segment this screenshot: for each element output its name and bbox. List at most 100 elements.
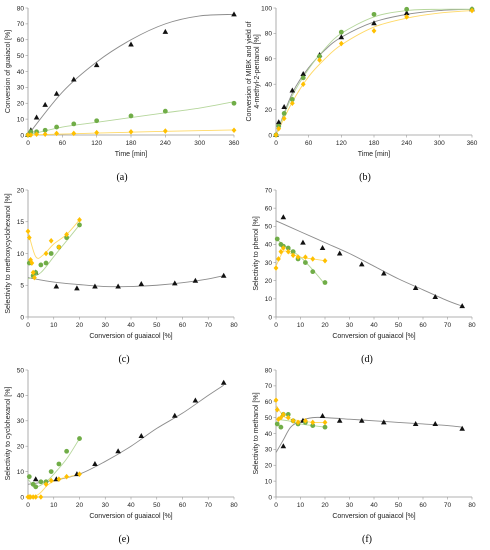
- data-point-diamond: [273, 132, 279, 138]
- data-point-diamond: [162, 128, 168, 134]
- y-tick-label: 10: [265, 478, 273, 485]
- x-tick-label: 80: [230, 322, 238, 329]
- chart-panel: 0 60 120 180 240 300 360 0 10 20 30 40 50 60 70 80 Time …: [5, 5, 240, 183]
- y-tick-label: 30: [17, 418, 25, 425]
- y-tick-label: 0: [268, 314, 272, 321]
- data-point-diamond: [289, 100, 295, 107]
- data-point-diamond: [43, 481, 49, 488]
- x-tick-label: 80: [468, 502, 476, 509]
- data-point-circle: [48, 251, 54, 256]
- data-point-circle: [48, 469, 54, 474]
- data-point-triangle: [412, 284, 419, 290]
- y-tick-label: 70: [17, 21, 25, 28]
- data-point-diamond: [280, 245, 286, 251]
- x-tick-label: 180: [369, 140, 380, 147]
- data-point-triangle: [300, 239, 306, 245]
- panel-label: (b): [359, 172, 371, 183]
- data-point-diamond: [371, 28, 377, 34]
- y-tick-label: 20: [265, 463, 273, 470]
- data-point-triangle: [171, 412, 178, 418]
- x-tick-label: 10: [50, 322, 58, 329]
- chart-panel: 0 10 20 30 40 50 60 70 80 0 10 20 30 40 50 60 70 Conversi…: [253, 187, 476, 365]
- x-tick-label: 30: [346, 502, 354, 509]
- x-tick-label: 50: [395, 322, 403, 329]
- data-point-diamond: [278, 414, 284, 421]
- x-tick-label: 40: [127, 322, 135, 329]
- x-tick-label: 60: [305, 140, 313, 147]
- data-point-diamond: [290, 418, 296, 424]
- y-tick-label: 20: [265, 107, 273, 114]
- y-tick-label: 40: [265, 242, 273, 249]
- data-point-triangle: [289, 87, 296, 93]
- data-point-circle: [371, 11, 377, 17]
- data-point-diamond: [322, 419, 328, 426]
- data-point-circle: [26, 474, 32, 480]
- data-point-diamond: [64, 231, 70, 238]
- x-axis-label: Conversion of guaiacol [%]: [89, 333, 172, 340]
- data-point-triangle: [319, 245, 326, 251]
- x-tick-label: 60: [179, 502, 187, 509]
- x-tick-label: 30: [102, 502, 110, 509]
- x-tick-label: 70: [444, 502, 452, 509]
- x-tick-label: 10: [297, 502, 305, 509]
- data-point-triangle: [138, 433, 145, 439]
- y-tick-label: 60: [265, 56, 273, 63]
- y-tick-label: 50: [265, 415, 273, 422]
- data-point-triangle: [162, 28, 169, 34]
- y-tick-label: 10: [17, 469, 25, 476]
- data-point-diamond: [34, 131, 39, 138]
- data-point-diamond: [29, 260, 35, 266]
- series-fit-line: [27, 473, 80, 498]
- data-point-circle: [38, 262, 44, 268]
- x-axis-label: Conversion of guaiacol [%]: [332, 333, 415, 340]
- y-tick-label: 60: [265, 399, 273, 406]
- x-tick-label: 70: [205, 502, 213, 509]
- y-tick-label: 5: [20, 283, 24, 290]
- data-point-diamond: [25, 132, 31, 138]
- data-point-diamond: [285, 414, 291, 421]
- data-point-triangle: [336, 250, 343, 256]
- y-tick-label: 20: [17, 444, 25, 451]
- chart-panel: 0 10 20 30 40 50 60 70 80 0 10 20 30 40 50 Conversion o…: [5, 367, 238, 545]
- data-point-diamond: [26, 234, 32, 241]
- y-tick-label: 40: [265, 82, 273, 89]
- chart-panel: 0 10 20 30 40 50 60 70 80 0 10 20 30 40 50 60 70 80 Conver…: [253, 367, 476, 545]
- data-point-circle: [310, 423, 316, 428]
- y-tick-label: 60: [17, 37, 25, 44]
- data-point-triangle: [32, 476, 39, 482]
- data-point-circle: [71, 121, 77, 127]
- x-tick-label: 0: [274, 322, 278, 329]
- data-point-diamond: [300, 81, 306, 87]
- data-point-circle: [290, 249, 296, 255]
- x-tick-label: 50: [395, 502, 403, 509]
- data-point-circle: [303, 260, 308, 265]
- data-point-diamond: [54, 130, 60, 137]
- y-tick-label: 40: [17, 393, 25, 400]
- panel-label: (c): [118, 354, 129, 365]
- data-point-circle: [77, 222, 82, 228]
- x-tick-label: 240: [160, 140, 171, 147]
- x-tick-label: 240: [401, 140, 412, 147]
- data-point-diamond: [274, 406, 280, 413]
- data-point-diamond: [30, 494, 36, 500]
- y-tick-label: 0: [20, 494, 24, 501]
- x-tick-label: 40: [127, 502, 135, 509]
- y-tick-label: 0: [268, 494, 272, 501]
- data-point-triangle: [358, 261, 365, 267]
- x-tick-label: 360: [229, 140, 240, 147]
- data-point-triangle: [53, 283, 60, 289]
- y-tick-label: 80: [265, 31, 273, 38]
- data-point-triangle: [403, 10, 410, 16]
- x-tick-label: 0: [26, 322, 30, 329]
- x-tick-label: 60: [419, 322, 427, 329]
- data-point-diamond: [77, 471, 82, 477]
- data-point-triangle: [336, 417, 343, 423]
- x-tick-label: 20: [76, 322, 84, 329]
- x-axis-label: Time [min]: [115, 151, 147, 158]
- y-axis-label: Selectivity to methanol [%]: [253, 392, 260, 474]
- data-point-triangle: [432, 294, 439, 300]
- data-point-diamond: [128, 129, 134, 135]
- x-tick-label: 0: [274, 140, 278, 147]
- y-tick-label: 60: [265, 205, 273, 212]
- data-point-diamond: [278, 248, 284, 255]
